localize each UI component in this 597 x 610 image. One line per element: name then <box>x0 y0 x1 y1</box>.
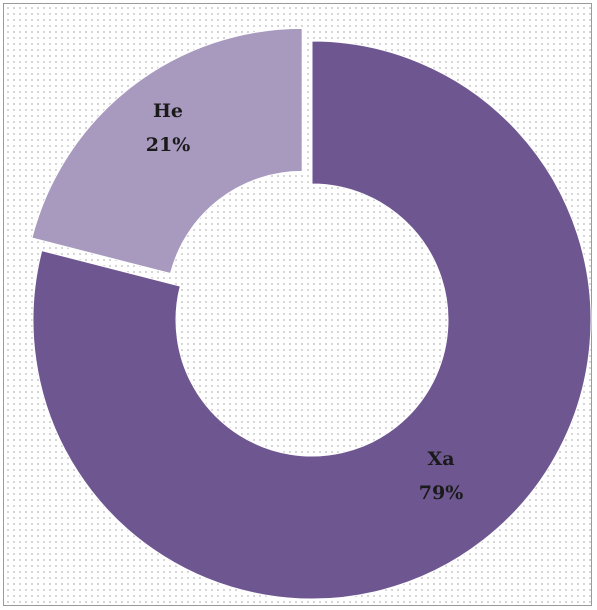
slice-no <box>31 27 303 275</box>
data-label-name-no: Не <box>153 100 183 122</box>
data-label-name-yes: Ха <box>427 448 454 470</box>
data-label-percent-no: 21% <box>146 134 191 156</box>
data-labels: Ха 79% Не 21% <box>146 100 464 504</box>
donut-slices <box>31 27 592 600</box>
slice-yes <box>32 40 592 600</box>
data-label-percent-yes: 79% <box>419 482 464 504</box>
